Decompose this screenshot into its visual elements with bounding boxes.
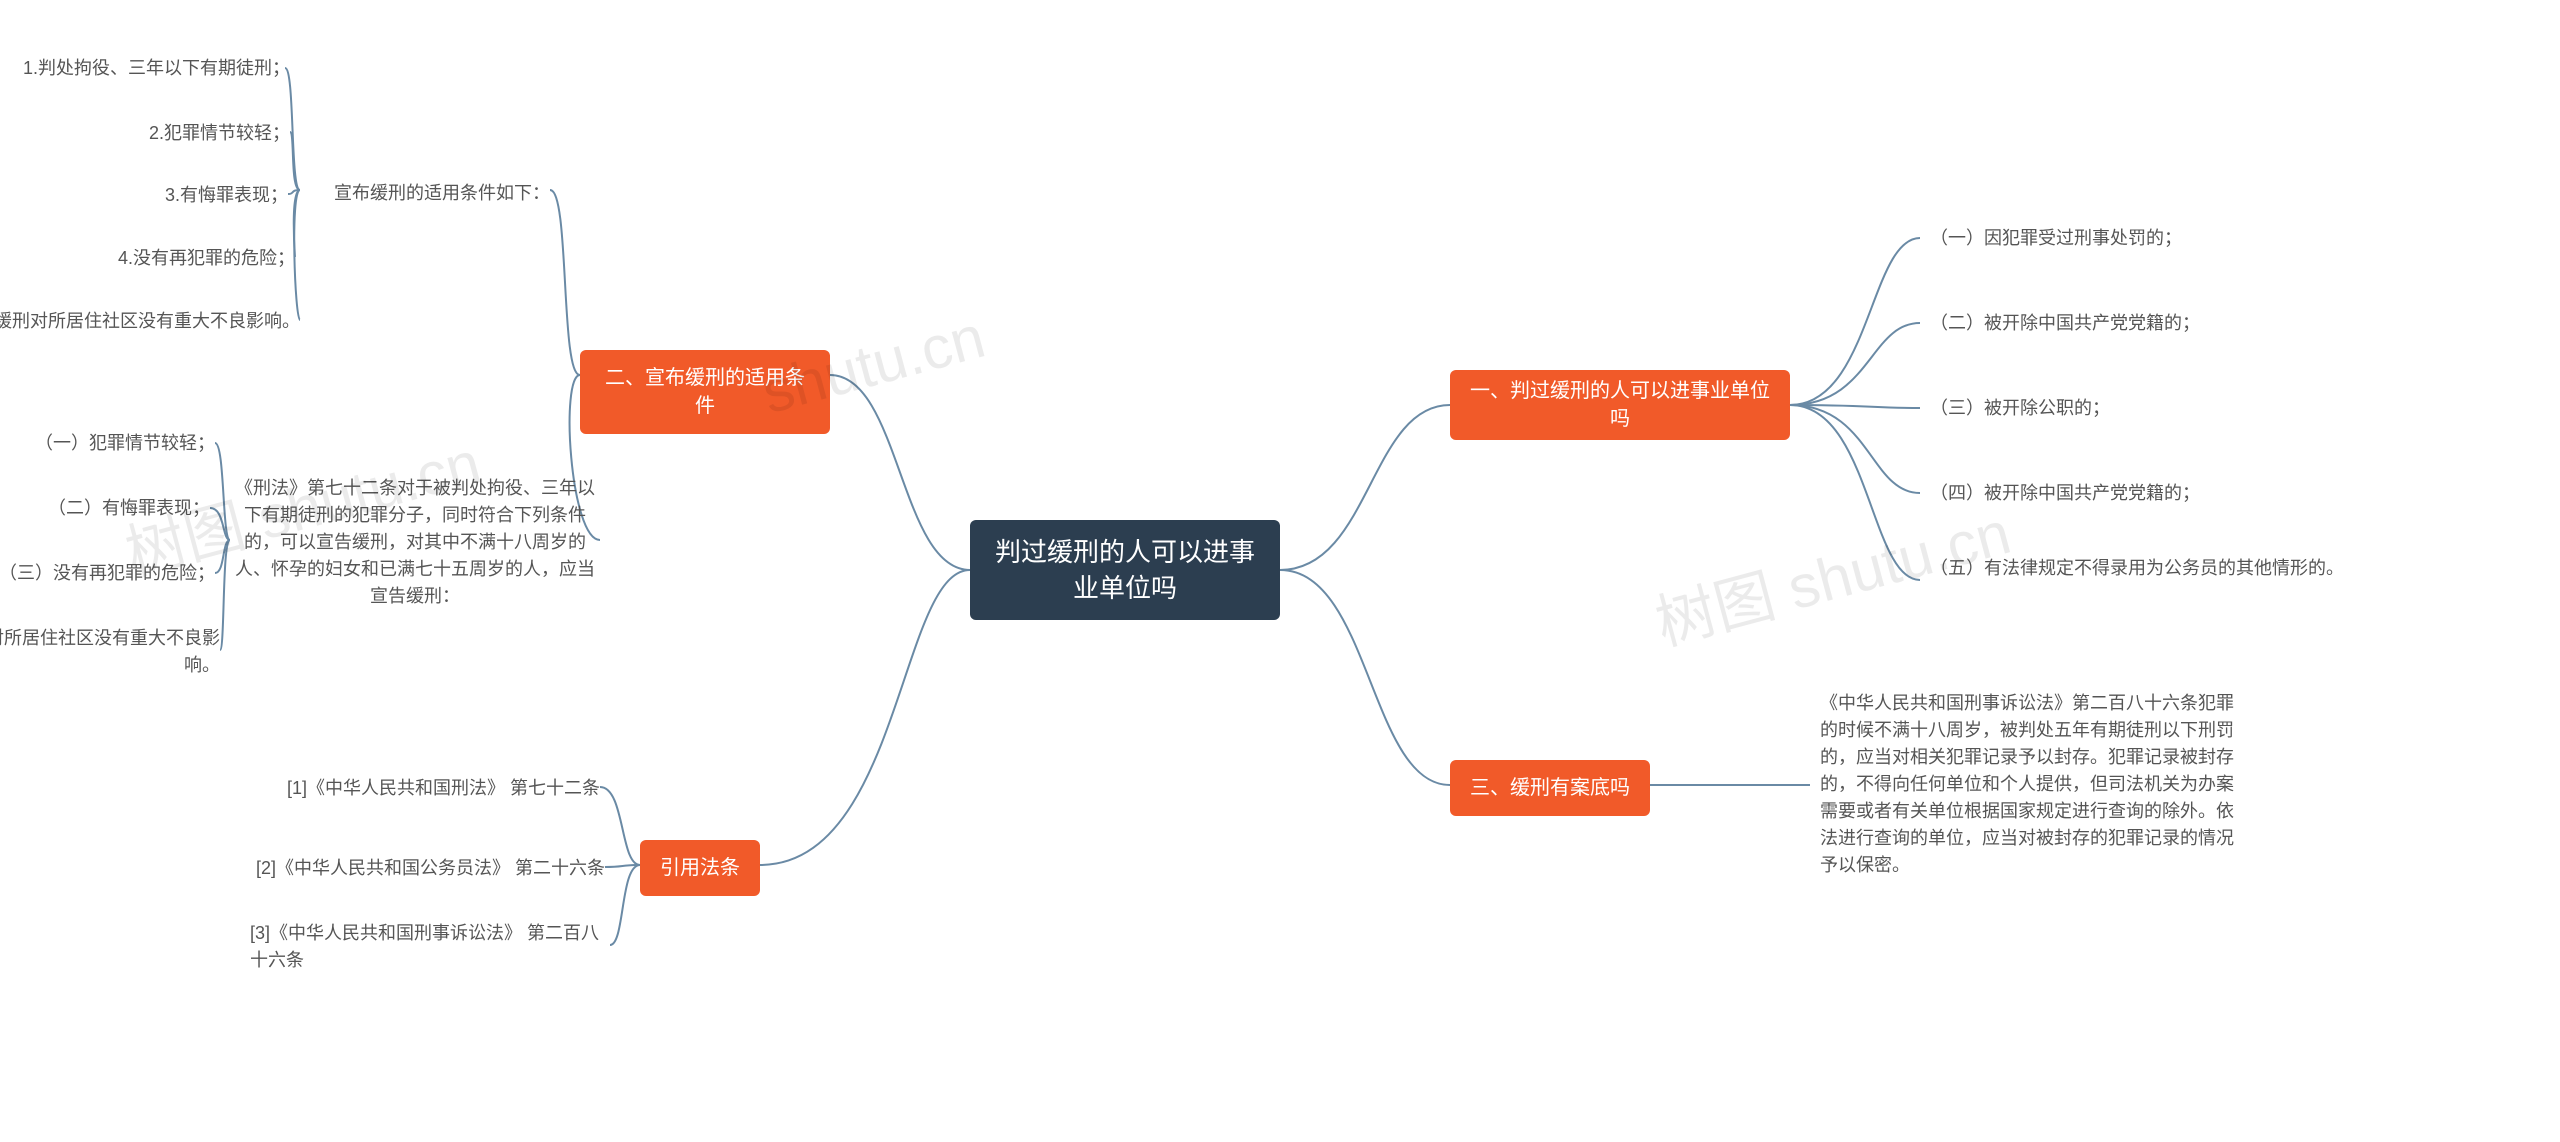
leaf-b1-4: （四）被开除中国共产党党籍的； [1930, 480, 2350, 507]
branch-section-3: 三、缓刑有案底吗 [1450, 760, 1650, 816]
leaf-b2-h1-2: 2.犯罪情节较轻； [130, 120, 290, 147]
branch-section-2: 二、宣布缓刑的适用条件 [580, 350, 830, 434]
leaf-b2-h2: 《刑法》第七十二条对于被判处拘役、三年以下有期徒刑的犯罪分子，同时符合下列条件的… [230, 475, 600, 610]
leaf-b2-h1-5: 5.宣告缓刑对所居住社区没有重大不良影响。 [0, 308, 300, 335]
root-label: 判过缓刑的人可以进事业单位吗 [988, 534, 1262, 607]
branch-section-1: 一、判过缓刑的人可以进事业单位吗 [1450, 370, 1790, 440]
leaf-b2-h2-1: （一）犯罪情节较轻； [15, 430, 215, 457]
leaf-b2-h2-3: （三）没有再犯罪的危险； [0, 560, 215, 587]
branch-4-label: 引用法条 [660, 854, 740, 882]
leaf-b1-5: （五）有法律规定不得录用为公务员的其他情形的。 [1930, 555, 2350, 582]
leaf-b4-3: [3]《中华人民共和国刑事诉讼法》 第二百八十六条 [250, 920, 610, 974]
branch-2-label: 二、宣布缓刑的适用条件 [600, 364, 810, 420]
leaf-b3-1: 《中华人民共和国刑事诉讼法》第二百八十六条犯罪的时候不满十八周岁，被判处五年有期… [1820, 690, 2250, 879]
leaf-b1-1: （一）因犯罪受过刑事处罚的； [1930, 225, 2350, 252]
root-node: 判过缓刑的人可以进事业单位吗 [970, 520, 1280, 620]
leaf-b2-h2-4: （四）宣告缓刑对所居住社区没有重大不良影响。 [0, 625, 220, 679]
leaf-b1-3: （三）被开除公职的； [1930, 395, 2350, 422]
branch-citation: 引用法条 [640, 840, 760, 896]
leaf-b2-h1-3: 3.有悔罪表现； [148, 182, 288, 209]
leaf-b2-h1-1: 1.判处拘役、三年以下有期徒刑； [0, 55, 290, 82]
leaf-b4-2: [2]《中华人民共和国公务员法》 第二十六条 [215, 855, 605, 882]
branch-3-label: 三、缓刑有案底吗 [1470, 774, 1630, 802]
leaf-b4-1: [1]《中华人民共和国刑法》 第七十二条 [240, 775, 600, 802]
branch-1-label: 一、判过缓刑的人可以进事业单位吗 [1470, 377, 1770, 433]
leaf-b2-h2-2: （二）有悔罪表现； [30, 495, 210, 522]
leaf-b2-h1: 宣布缓刑的适用条件如下： [300, 180, 550, 207]
leaf-b2-h1-4: 4.没有再犯罪的危险； [95, 245, 295, 272]
leaf-b1-2: （二）被开除中国共产党党籍的； [1930, 310, 2350, 337]
